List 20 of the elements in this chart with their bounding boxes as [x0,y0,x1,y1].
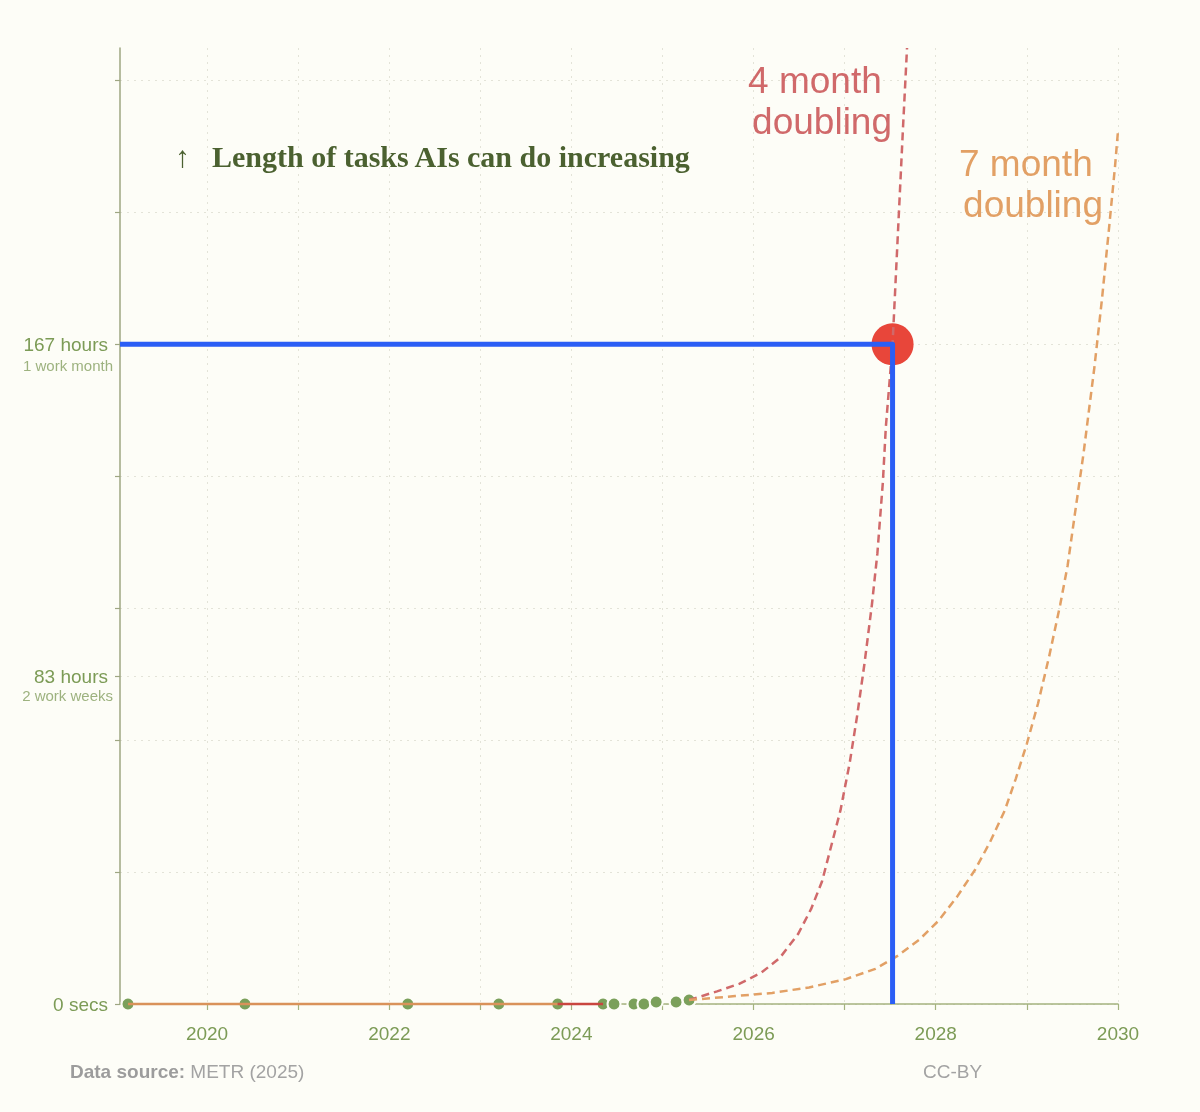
x-tick-label: 2026 [732,1023,775,1044]
text: CC-BY [923,1060,983,1082]
point [648,994,664,1010]
y-tick-label: 0 secs [53,993,108,1015]
y-tick-label: 167 hours [23,333,108,355]
point [668,994,684,1010]
source-note: Data source: METR (2025) [70,1060,305,1082]
y-tick-label: 83 hours [34,665,108,687]
point [606,996,622,1012]
text: 2 work weeks [22,686,113,704]
y-axis-title: ↑ Length of tasks AIs can do increasing [175,139,690,173]
series-label: 4 month doubling [748,60,893,142]
x-tick-label: 2024 [550,1023,593,1044]
point [120,996,136,1012]
text: 1 work month [22,356,113,374]
x-tick-label: 2030 [1096,1023,1140,1044]
x-tick-label: 2022 [368,1023,411,1044]
x-tick-label: 2028 [914,1023,957,1044]
x-tick-label: 2020 [185,1023,229,1044]
series-label: 7 month doubling [959,142,1103,225]
